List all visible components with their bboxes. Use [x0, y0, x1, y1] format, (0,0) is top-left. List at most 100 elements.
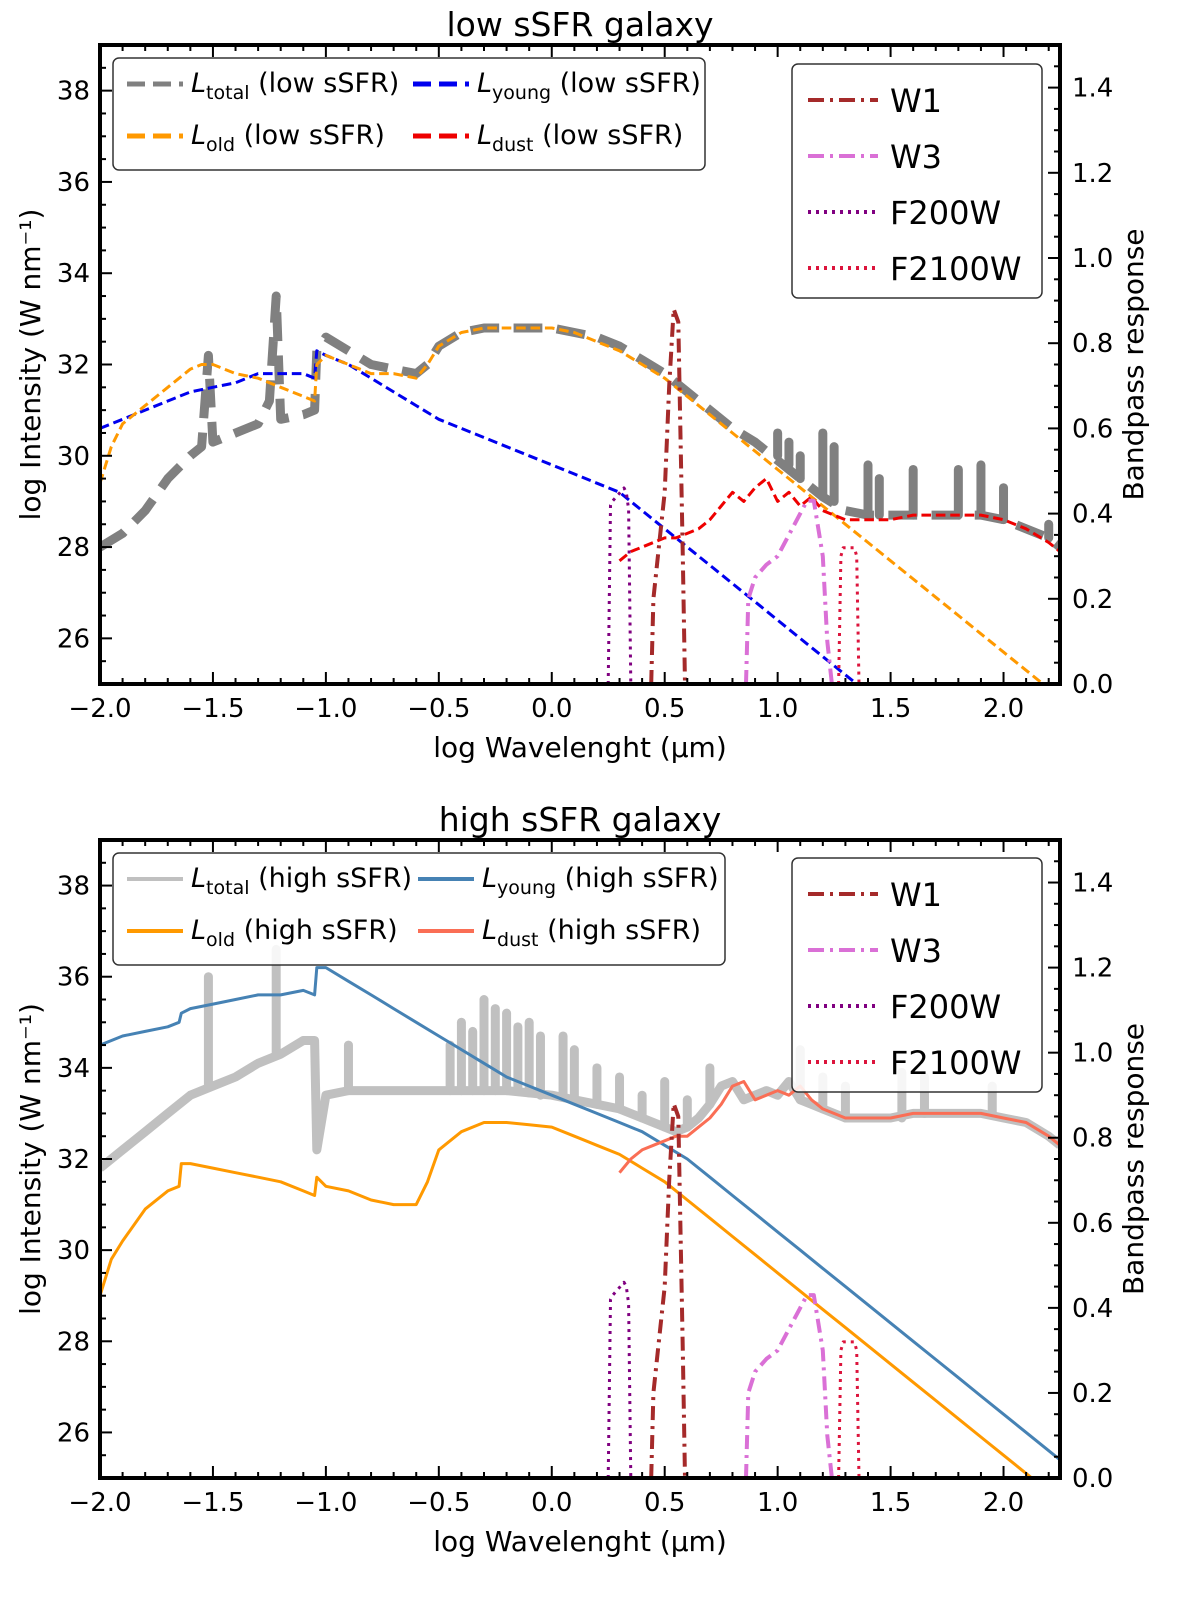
series-l-old-high-ssfr-: [100, 1121, 1035, 1478]
legend-box: [791, 63, 1043, 299]
legend-label: W3: [890, 138, 942, 176]
y-tick-label: 36: [57, 168, 90, 198]
filter-w1: [649, 1101, 687, 1478]
x-tick-label: 1.0: [757, 694, 798, 724]
y-axis-left: 26 28 30 32 34 36 38: [57, 839, 112, 1479]
x-tick-label: 1.5: [870, 1488, 911, 1518]
y2-tick-label: 0.8: [1072, 1124, 1113, 1154]
y2-tick-label: 1.0: [1072, 244, 1113, 274]
legend-box: [791, 857, 1043, 1093]
x-tick-label: −1.0: [294, 1488, 357, 1518]
y2-tick-label: 0.0: [1072, 1464, 1113, 1494]
y-tick-label: 28: [57, 1327, 90, 1357]
filter-f200w: [606, 1280, 633, 1478]
legend-filters: W1 W3 F200W F2100W: [791, 63, 1043, 299]
y-tick-label: 32: [57, 1145, 90, 1175]
legend-label: Lyoung (high sSFR): [482, 863, 719, 899]
legend-item-w3: W3: [808, 932, 942, 970]
x-axis: −2.0 −1.5 −1.0 −0.5 0.0 0.5 1.0 1.5 2.0: [68, 840, 1050, 1518]
x-axis-label: log Wavelenght (μm): [433, 731, 727, 764]
y-tick-label: 30: [57, 1236, 90, 1266]
legend-item-young: Lyoung (high sSFR): [418, 863, 719, 899]
legend-spectra: Ltotal (low sSFR) Lyoung (low sSFR) Lold (…: [112, 57, 706, 171]
y2-tick-label: 0.2: [1072, 1379, 1113, 1409]
legend-item-total: Ltotal (high sSFR): [127, 863, 412, 899]
legend-box: [112, 57, 706, 171]
legend-label: F200W: [890, 194, 1001, 232]
y2-tick-label: 0.2: [1072, 585, 1113, 615]
legend-item-old: Lold (low sSFR): [127, 120, 385, 156]
y-tick-label: 38: [57, 872, 90, 902]
legend-item-f200w: F200W: [808, 988, 1001, 1026]
legend-item-dust: Ldust (low sSFR): [413, 120, 683, 156]
series-l-total-spikes: [773, 428, 1054, 543]
y2-tick-label: 0.4: [1072, 1294, 1113, 1324]
y2-tick-label: 1.4: [1072, 74, 1113, 104]
legend-box: [112, 852, 726, 966]
y-tick-label: 38: [57, 77, 90, 107]
y-axis-label: log Intensity (W nm⁻¹): [14, 209, 47, 521]
y-axis-left: 26 28 30 32 34 36 38: [57, 44, 112, 685]
x-tick-label: −1.5: [181, 1488, 244, 1518]
legend-item-f2100w: F2100W: [808, 1044, 1021, 1082]
legend-spectra: Ltotal (high sSFR) Lyoung (high sSFR) Lold…: [112, 852, 726, 966]
x-axis: −2.0 −1.5 −1.0 −0.5 0.0 0.5 1.0 1.5 2.0: [68, 45, 1050, 724]
legend-filters: W1 W3 F200W F2100W: [791, 857, 1043, 1093]
chart-panel-2: high sSFR galaxy −2.0 −1.5 −1.0 −0.5 0.0 0.5 1.…: [14, 800, 1150, 1558]
legend-label: Ltotal (low sSFR): [191, 68, 399, 104]
y-tick-label: 34: [57, 1054, 90, 1084]
legend-item-dust: Ldust (high sSFR): [418, 915, 701, 951]
x-tick-label: 0.0: [531, 1488, 572, 1518]
legend-label: F200W: [890, 988, 1001, 1026]
x-tick-label: −1.0: [294, 694, 357, 724]
filter-f200w: [606, 486, 633, 684]
chart-panel-1: low sSFR galaxy −2.0 −1.5 −1.0 −0.5 0.0 0.5 1.0…: [14, 5, 1150, 764]
filter-f2100w: [837, 546, 861, 684]
legend-item-total: Ltotal (low sSFR): [127, 68, 399, 104]
series-l-dust-low-ssfr-: [618, 477, 1060, 562]
legend-item-w3: W3: [808, 138, 942, 176]
y-tick-label: 32: [57, 351, 90, 381]
y-axis-right: 0.0 0.2 0.4 0.6 0.8 1.0 1.2 1.4: [1048, 839, 1113, 1494]
x-tick-label: 1.0: [757, 1488, 798, 1518]
y-axis-label: log Intensity (W nm⁻¹): [14, 1003, 47, 1315]
legend-label: W1: [890, 82, 942, 120]
legend-item-f2100w: F2100W: [808, 250, 1021, 288]
chart-title: high sSFR galaxy: [439, 800, 722, 839]
x-tick-label: 0.5: [644, 694, 685, 724]
y-axis-right: 0.0 0.2 0.4 0.6 0.8 1.0 1.2 1.4: [1048, 44, 1113, 700]
x-tick-label: 0.0: [531, 694, 572, 724]
filter-w3: [744, 498, 834, 684]
y2-tick-label: 0.6: [1072, 1209, 1113, 1239]
legend-label: Lold (low sSFR): [191, 120, 385, 156]
legend-label: W1: [890, 876, 942, 914]
y-tick-label: 28: [57, 533, 90, 563]
series-l-young-high-ssfr-: [100, 966, 1060, 1461]
y-tick-label: 26: [57, 1418, 90, 1448]
y-tick-label: 30: [57, 442, 90, 472]
legend-item-old: Lold (high sSFR): [127, 915, 398, 951]
filter-f2100w: [837, 1340, 861, 1478]
x-tick-label: −0.5: [407, 694, 470, 724]
x-tick-label: 1.5: [870, 694, 911, 724]
x-tick-label: −2.0: [68, 1488, 131, 1518]
y2-axis-label: Bandpass response: [1117, 228, 1150, 500]
series-l-dust-high-ssfr-: [618, 1080, 1060, 1174]
legend-item-young: Lyoung (low sSFR): [413, 68, 701, 104]
legend-label: F2100W: [890, 250, 1021, 288]
x-axis-label: log Wavelenght (μm): [433, 1525, 727, 1558]
y-tick-label: 26: [57, 624, 90, 654]
y2-tick-label: 1.2: [1072, 159, 1113, 189]
series-l-total-low-ssfr-: [100, 291, 1060, 551]
y2-tick-label: 0.4: [1072, 500, 1113, 530]
legend-item-w1: W1: [808, 876, 942, 914]
plot-area: [100, 291, 1060, 684]
legend-label: Ldust (high sSFR): [482, 915, 701, 951]
legend-item-f200w: F200W: [808, 194, 1001, 232]
legend-label: Ltotal (high sSFR): [191, 863, 412, 899]
legend-label: Ldust (low sSFR): [477, 120, 683, 156]
chart-title: low sSFR galaxy: [447, 5, 714, 44]
legend-label: F2100W: [890, 1044, 1021, 1082]
y2-tick-label: 1.2: [1072, 954, 1113, 984]
